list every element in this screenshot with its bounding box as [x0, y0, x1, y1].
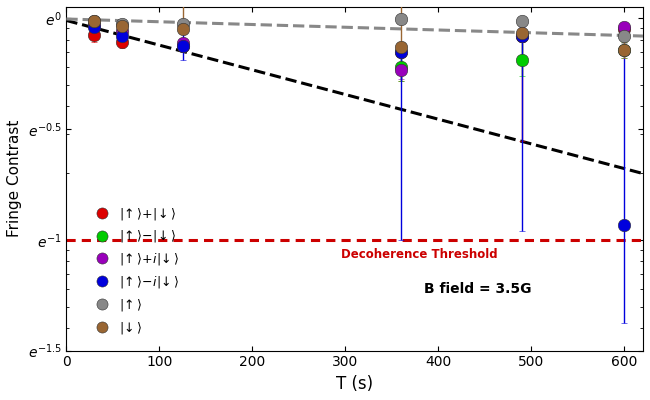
Text: B field = 3.5G: B field = 3.5G — [424, 282, 532, 296]
Y-axis label: Fringe Contrast: Fringe Contrast — [7, 120, 22, 238]
Text: Decoherence Threshold: Decoherence Threshold — [341, 248, 497, 261]
Legend: $|\!\uparrow\rangle\!+\!|\!\downarrow\rangle$, $|\!\uparrow\rangle\!-\!|\!\downa: $|\!\uparrow\rangle\!+\!|\!\downarrow\ra… — [84, 200, 185, 341]
X-axis label: T (s): T (s) — [336, 375, 373, 393]
